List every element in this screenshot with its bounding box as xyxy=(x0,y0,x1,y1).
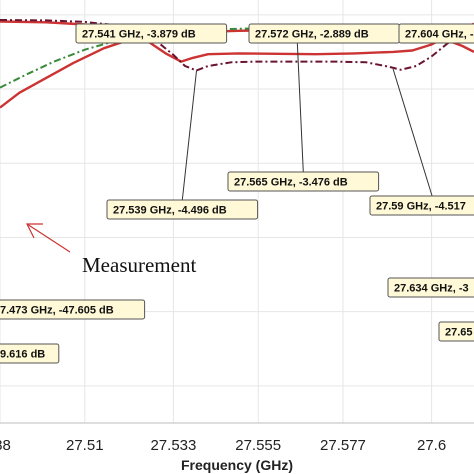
marker-label-text: 27.59 GHz, -4.517 xyxy=(376,201,466,213)
marker-label-box xyxy=(387,277,474,298)
x-tick-label: -88 xyxy=(0,437,11,454)
marker-label-text: 27.65 xyxy=(445,327,473,339)
marker-label: 27.65 xyxy=(438,321,474,342)
marker-label: 27.572 GHz, -2.889 dB xyxy=(248,23,401,44)
marker-leader xyxy=(392,68,433,197)
marker-label: 27.634 GHz, -3 xyxy=(387,277,474,298)
x-tick-label: 27.555 xyxy=(235,437,281,454)
measurement-annotation: Measurement xyxy=(26,223,196,277)
x-tick-label: 27.533 xyxy=(150,437,196,454)
marker-labels: 27.541 GHz, -3.879 dB 27.572 GHz, -2.889 … xyxy=(0,23,474,364)
marker-label-text: 27.539 GHz, -4.496 dB xyxy=(113,205,227,217)
marker-label: 27.604 GHz, -3 xyxy=(398,23,474,44)
measurement-label: Measurement xyxy=(82,253,196,277)
marker-label: 27.539 GHz, -4.496 dB xyxy=(106,199,259,220)
series-line-3 xyxy=(0,19,474,72)
x-tick-label: 27.51 xyxy=(66,437,104,454)
x-tick-label: 27.6 xyxy=(417,437,446,454)
marker-label-box xyxy=(227,171,380,192)
x-axis-title: Frequency (GHz) xyxy=(181,457,293,473)
marker-label-box xyxy=(0,343,60,364)
marker-label-box xyxy=(369,195,474,216)
marker-label-box xyxy=(438,321,474,342)
x-tick-label: 27.577 xyxy=(320,437,366,454)
marker-label: 9.616 dB xyxy=(0,343,60,364)
measurement-arrow-head xyxy=(26,223,43,239)
marker-label-text: 27.541 GHz, -3.879 dB xyxy=(82,29,196,41)
marker-label-box xyxy=(106,199,259,220)
measurement-arrow-shaft xyxy=(26,223,71,253)
marker-label: 27.565 GHz, -3.476 dB xyxy=(227,171,380,192)
marker-label-box xyxy=(75,23,228,44)
marker-label-text: 9.616 dB xyxy=(0,349,45,361)
marker-label-text: 27.604 GHz, -3 xyxy=(405,29,474,41)
marker-label: 7.473 GHz, -47.605 dB xyxy=(0,299,146,320)
marker-leader xyxy=(296,30,304,173)
marker-label-text: 27.634 GHz, -3 xyxy=(394,283,469,295)
x-tick-labels: -88 27.51 27.533 27.555 27.577 27.6 xyxy=(0,437,446,454)
marker-label-text: 27.572 GHz, -2.889 dB xyxy=(255,29,369,41)
marker-leader xyxy=(181,70,198,201)
marker-label-text: 7.473 GHz, -47.605 dB xyxy=(0,305,114,317)
marker-label-text: 27.565 GHz, -3.476 dB xyxy=(234,177,348,189)
marker-label-box xyxy=(398,23,474,44)
marker-label: 27.541 GHz, -3.879 dB xyxy=(75,23,228,44)
marker-label: 27.59 GHz, -4.517 xyxy=(369,195,474,216)
marker-label-box xyxy=(0,299,146,320)
